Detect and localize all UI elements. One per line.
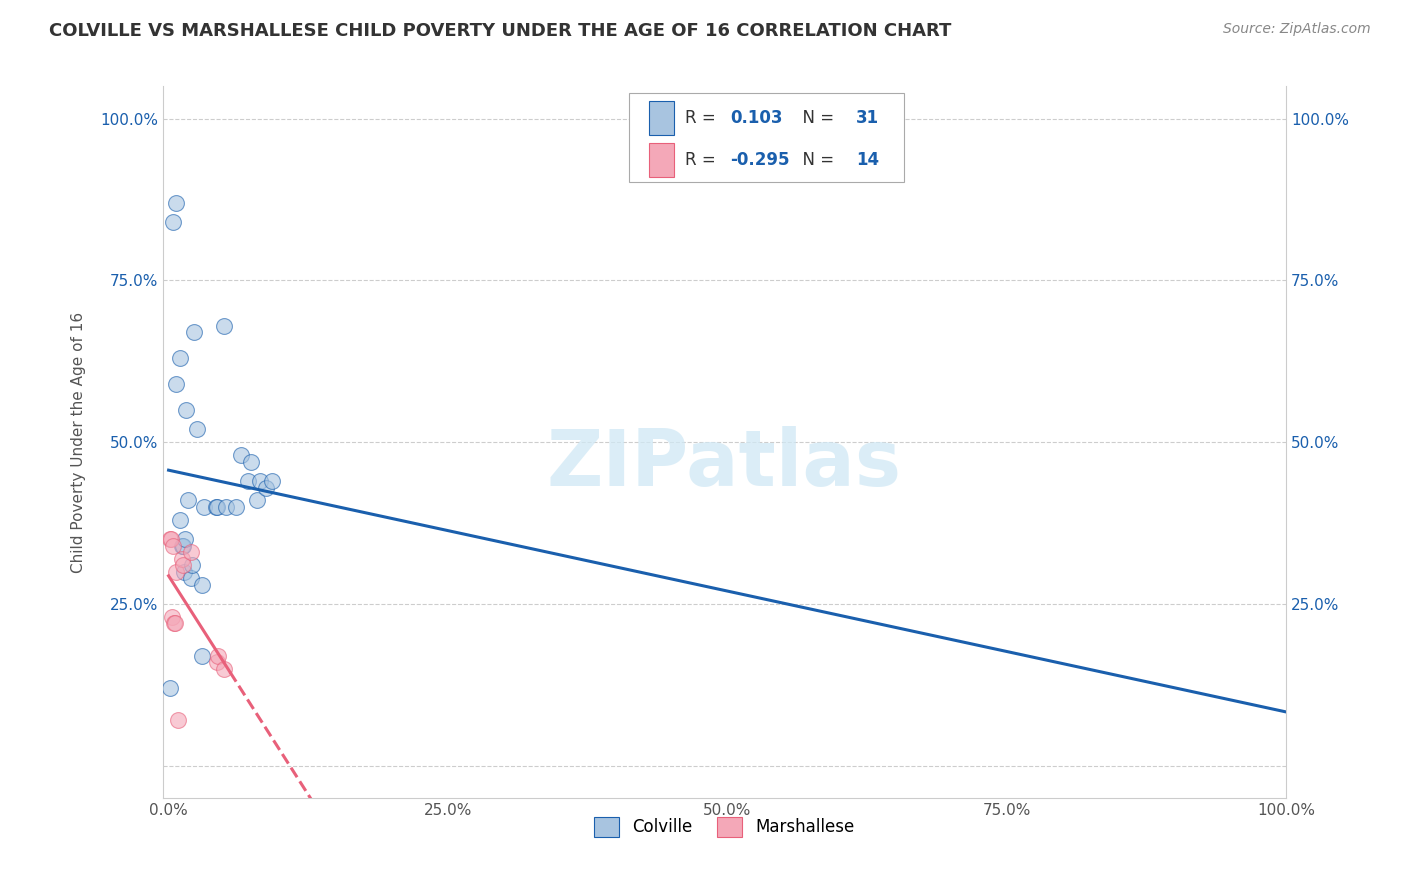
Point <box>165 377 187 392</box>
Point <box>170 551 193 566</box>
Text: ZIPatlas: ZIPatlas <box>547 425 903 501</box>
Point <box>214 662 236 676</box>
Text: COLVILLE VS MARSHALLESE CHILD POVERTY UNDER THE AGE OF 16 CORRELATION CHART: COLVILLE VS MARSHALLESE CHILD POVERTY UN… <box>49 22 952 40</box>
FancyBboxPatch shape <box>650 143 673 178</box>
Text: 31: 31 <box>856 110 879 128</box>
Text: N =: N = <box>792 110 839 128</box>
Text: 0.103: 0.103 <box>730 110 783 128</box>
Point <box>204 500 226 514</box>
Point <box>160 610 183 624</box>
Point <box>193 500 215 514</box>
Point <box>205 655 228 669</box>
Point <box>176 403 198 417</box>
Point <box>172 539 194 553</box>
Point <box>169 513 191 527</box>
Y-axis label: Child Poverty Under the Age of 16: Child Poverty Under the Age of 16 <box>72 311 86 573</box>
Point <box>163 616 186 631</box>
Point <box>191 648 214 663</box>
Point <box>159 533 181 547</box>
Point <box>205 500 228 514</box>
Legend: Colville, Marshallese: Colville, Marshallese <box>588 811 862 843</box>
Point <box>180 545 202 559</box>
Point <box>254 481 277 495</box>
Point <box>262 474 284 488</box>
Point <box>214 500 236 514</box>
Point <box>169 351 191 365</box>
Point <box>246 493 269 508</box>
Point <box>173 565 195 579</box>
Point <box>225 500 247 514</box>
Point <box>181 558 204 573</box>
Point <box>159 533 181 547</box>
Point <box>165 616 187 631</box>
Point <box>165 195 187 210</box>
Point <box>166 714 188 728</box>
Point <box>183 325 205 339</box>
Point <box>231 448 253 462</box>
Point <box>159 681 181 695</box>
Point <box>162 539 184 553</box>
Text: R =: R = <box>685 152 721 169</box>
Point <box>172 558 194 573</box>
Point <box>249 474 271 488</box>
Point <box>207 648 229 663</box>
Text: R =: R = <box>685 110 721 128</box>
Text: -0.295: -0.295 <box>730 152 790 169</box>
Point <box>174 533 197 547</box>
Point <box>186 422 208 436</box>
Point <box>176 493 198 508</box>
Text: N =: N = <box>792 152 839 169</box>
FancyBboxPatch shape <box>650 102 673 136</box>
Point <box>236 474 259 488</box>
Text: 14: 14 <box>856 152 879 169</box>
Text: Source: ZipAtlas.com: Source: ZipAtlas.com <box>1223 22 1371 37</box>
Point <box>165 565 187 579</box>
FancyBboxPatch shape <box>628 94 904 183</box>
Point <box>162 215 184 229</box>
Point <box>240 455 263 469</box>
Point <box>191 577 214 591</box>
Point <box>214 318 236 333</box>
Point <box>180 571 202 585</box>
Point <box>170 539 193 553</box>
